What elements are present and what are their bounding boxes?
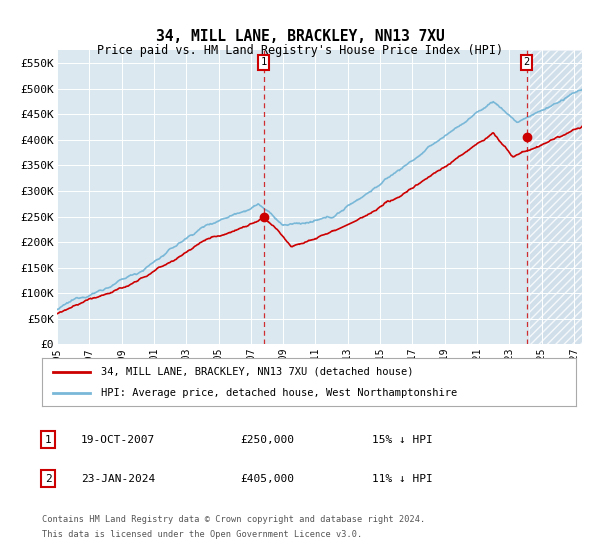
Text: 15% ↓ HPI: 15% ↓ HPI xyxy=(372,435,433,445)
Text: 19-OCT-2007: 19-OCT-2007 xyxy=(81,435,155,445)
Text: 34, MILL LANE, BRACKLEY, NN13 7XU (detached house): 34, MILL LANE, BRACKLEY, NN13 7XU (detac… xyxy=(101,367,413,377)
Text: 23-JAN-2024: 23-JAN-2024 xyxy=(81,474,155,484)
Text: £405,000: £405,000 xyxy=(240,474,294,484)
Text: 11% ↓ HPI: 11% ↓ HPI xyxy=(372,474,433,484)
Bar xyxy=(529,50,582,344)
Text: 2: 2 xyxy=(44,474,52,484)
Text: 2: 2 xyxy=(523,57,530,67)
Text: £250,000: £250,000 xyxy=(240,435,294,445)
Text: 1: 1 xyxy=(260,57,267,67)
Bar xyxy=(529,50,582,344)
Text: This data is licensed under the Open Government Licence v3.0.: This data is licensed under the Open Gov… xyxy=(42,530,362,539)
Text: Price paid vs. HM Land Registry's House Price Index (HPI): Price paid vs. HM Land Registry's House … xyxy=(97,44,503,57)
Text: Contains HM Land Registry data © Crown copyright and database right 2024.: Contains HM Land Registry data © Crown c… xyxy=(42,515,425,524)
Text: HPI: Average price, detached house, West Northamptonshire: HPI: Average price, detached house, West… xyxy=(101,388,457,398)
Text: 34, MILL LANE, BRACKLEY, NN13 7XU: 34, MILL LANE, BRACKLEY, NN13 7XU xyxy=(155,29,445,44)
Text: 1: 1 xyxy=(44,435,52,445)
